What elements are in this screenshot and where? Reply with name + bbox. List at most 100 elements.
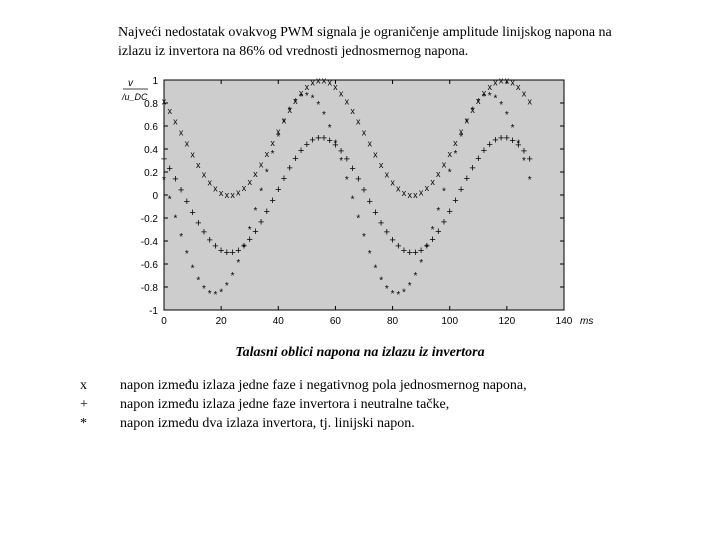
svg-text:x: x (407, 190, 412, 200)
svg-text:40: 40 (273, 316, 285, 327)
svg-text:*: * (408, 281, 412, 292)
svg-text:*: * (248, 225, 252, 236)
svg-text:x: x (516, 82, 521, 92)
svg-text:*: * (379, 275, 383, 286)
svg-text:x: x (510, 78, 515, 88)
svg-text:*: * (453, 149, 457, 160)
svg-text:x: x (207, 177, 212, 187)
svg-text:x: x (442, 159, 447, 169)
svg-text:*: * (328, 123, 332, 134)
svg-text:+: + (258, 216, 264, 228)
svg-text:*: * (425, 242, 429, 253)
svg-text:*: * (511, 123, 515, 134)
svg-text:x: x (247, 177, 252, 187)
legend-symbol: * (80, 415, 120, 434)
svg-text:x: x (173, 116, 178, 126)
svg-text:x: x (453, 138, 458, 148)
svg-text:x: x (162, 96, 167, 106)
svg-text:v: v (128, 78, 134, 89)
svg-text:0.2: 0.2 (144, 168, 158, 179)
svg-text:*: * (391, 289, 395, 300)
svg-text:x: x (202, 169, 207, 179)
svg-text:x: x (259, 159, 264, 169)
chart-container: -1-0.8-0.6-0.4-0.200.20.40.60.8102040608… (118, 72, 680, 337)
svg-text:0: 0 (152, 191, 158, 202)
svg-text:*: * (493, 93, 497, 104)
svg-text:*: * (191, 263, 195, 274)
svg-text:*: * (339, 156, 343, 167)
svg-text:*: * (448, 167, 452, 178)
svg-text:x: x (213, 183, 218, 193)
svg-text:x: x (265, 149, 270, 159)
legend-symbols: x + * (80, 377, 120, 434)
svg-text:x: x (316, 75, 321, 85)
svg-text:*: * (259, 186, 263, 197)
svg-text:x: x (362, 127, 367, 137)
svg-text:x: x (447, 149, 452, 159)
svg-text:x: x (390, 177, 395, 187)
svg-text:*: * (499, 100, 503, 111)
svg-text:x: x (430, 177, 435, 187)
svg-text:20: 20 (216, 316, 228, 327)
svg-text:60: 60 (330, 316, 342, 327)
svg-text:*: * (362, 232, 366, 243)
svg-text:x: x (385, 169, 390, 179)
svg-text:+: + (526, 153, 532, 165)
svg-text:*: * (242, 242, 246, 253)
svg-text:*: * (522, 156, 526, 167)
svg-text:*: * (373, 263, 377, 274)
svg-text:/u_DC: /u_DC (121, 92, 148, 102)
svg-text:*: * (351, 194, 355, 205)
legend-label: napon između izlaza jedne faze invertora… (120, 396, 527, 415)
svg-text:+: + (446, 206, 452, 218)
svg-text:x: x (333, 82, 338, 92)
svg-text:x: x (225, 190, 230, 200)
svg-text:x: x (499, 75, 504, 85)
svg-text:-0.6: -0.6 (141, 260, 159, 271)
svg-text:+: + (441, 216, 447, 228)
svg-text:*: * (431, 225, 435, 236)
svg-text:x: x (436, 169, 441, 179)
svg-text:x: x (522, 88, 527, 98)
intro-paragraph: Najveći nedostatak ovakvog PWM signala j… (118, 24, 638, 62)
svg-text:-0.8: -0.8 (141, 283, 159, 294)
svg-text:*: * (253, 206, 257, 217)
svg-text:+: + (458, 184, 464, 196)
svg-text:*: * (231, 271, 235, 282)
svg-text:x: x (356, 116, 361, 126)
svg-text:*: * (185, 249, 189, 260)
svg-text:x: x (236, 187, 241, 197)
svg-text:*: * (356, 214, 360, 225)
svg-text:100: 100 (441, 316, 458, 327)
svg-text:ms: ms (580, 316, 593, 327)
svg-text:*: * (465, 117, 469, 128)
svg-text:+: + (275, 184, 281, 196)
svg-text:120: 120 (499, 316, 516, 327)
svg-text:*: * (402, 287, 406, 298)
svg-text:x: x (425, 183, 430, 193)
svg-text:x: x (179, 127, 184, 137)
svg-text:*: * (396, 290, 400, 301)
svg-text:*: * (271, 149, 275, 160)
svg-text:x: x (379, 160, 384, 170)
svg-text:x: x (219, 188, 224, 198)
svg-text:*: * (276, 132, 280, 143)
svg-text:*: * (488, 91, 492, 102)
svg-text:*: * (179, 232, 183, 243)
svg-text:*: * (288, 105, 292, 116)
svg-text:-0.2: -0.2 (141, 214, 159, 225)
svg-text:*: * (236, 258, 240, 269)
svg-text:+: + (178, 184, 184, 196)
svg-text:*: * (305, 91, 309, 102)
svg-text:x: x (167, 106, 172, 116)
svg-text:+: + (269, 195, 275, 207)
svg-text:*: * (419, 258, 423, 269)
svg-text:*: * (219, 287, 223, 298)
svg-text:x: x (230, 190, 235, 200)
svg-text:0.4: 0.4 (144, 145, 158, 156)
svg-text:*: * (528, 175, 532, 186)
svg-text:*: * (265, 167, 269, 178)
chart-caption: Talasni oblici napona na izlazu iz inver… (40, 345, 680, 361)
svg-text:*: * (322, 110, 326, 121)
svg-text:*: * (316, 100, 320, 111)
